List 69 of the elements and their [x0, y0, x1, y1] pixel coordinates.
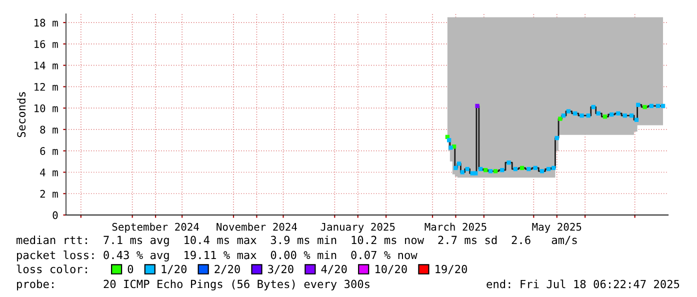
point	[513, 166, 518, 172]
point	[540, 169, 544, 174]
y-tick-label: 2 m	[40, 190, 58, 198]
point	[520, 166, 524, 170]
point	[636, 102, 640, 107]
point	[629, 113, 634, 118]
legend-title: loss color:	[16, 264, 87, 274]
point	[447, 138, 452, 142]
point	[602, 114, 608, 119]
y-tick-label: 14 m	[34, 62, 58, 70]
point	[546, 166, 551, 172]
point	[460, 170, 464, 174]
legend-label: 19/20	[436, 264, 467, 274]
y-tick-label: 16 m	[34, 40, 58, 48]
point	[610, 112, 614, 117]
text: median rtt: 7.1 ms avg 10.4 ms max 3.9 ms min 10.2 ms now 2.7 ms sd 2.6 am/s	[16, 236, 577, 246]
text: packet loss: 0.43 % avg 19.11 % max 0.00 % min 0.07 % now	[17, 250, 418, 262]
point	[591, 104, 596, 110]
point	[561, 113, 566, 118]
y-tick-label: 18 m	[34, 18, 58, 27]
point	[660, 104, 666, 108]
point	[488, 169, 493, 174]
y-tick-label: 8 m	[40, 126, 58, 134]
point	[573, 111, 578, 116]
point	[454, 166, 458, 170]
point	[475, 104, 480, 108]
point	[500, 168, 504, 172]
y-axis-title: Seconds	[16, 92, 26, 138]
point	[526, 166, 531, 172]
point	[622, 113, 627, 118]
point	[554, 136, 559, 140]
x-tick-label: May 2025	[532, 222, 582, 233]
point	[456, 162, 462, 166]
legend-label: 3/20	[268, 264, 294, 274]
legend-label: 2/20	[214, 264, 240, 274]
x-tick-label: September 2024	[112, 222, 199, 233]
point	[533, 166, 538, 170]
x-tick-label: March 2025	[424, 222, 486, 231]
x-tick-label: January 2025	[320, 222, 395, 233]
point	[558, 116, 562, 121]
legend-label: 4/20	[321, 264, 347, 274]
y-tick-label: 6 m	[40, 147, 58, 155]
point	[506, 160, 511, 165]
text: end: Fri Jul 18 06:22:47 2025	[486, 280, 680, 288]
y-tick-label: 10 m	[34, 104, 58, 112]
point	[656, 104, 660, 108]
point	[493, 169, 498, 174]
point	[642, 104, 647, 110]
legend-label: 10/20	[375, 264, 407, 274]
point	[465, 166, 470, 172]
point	[478, 166, 483, 172]
point	[551, 166, 556, 170]
point	[596, 111, 600, 116]
point	[580, 113, 584, 118]
point	[448, 146, 453, 150]
point	[566, 109, 571, 114]
point	[649, 104, 654, 108]
point	[616, 111, 620, 116]
y-tick-label: 0	[52, 211, 58, 220]
point	[634, 118, 639, 122]
text: probe: 20 ICMP Echo Pings (56 Bytes) every 300s	[17, 280, 370, 290]
y-tick-label: 12 m	[34, 82, 58, 91]
legend-label: 1/20	[162, 264, 187, 274]
point	[586, 113, 590, 118]
point	[483, 168, 488, 172]
x-tick-label: November 2024	[216, 222, 297, 231]
point	[474, 171, 478, 176]
y-tick-label: 4 m	[40, 168, 58, 176]
legend-label: 0	[128, 264, 134, 274]
